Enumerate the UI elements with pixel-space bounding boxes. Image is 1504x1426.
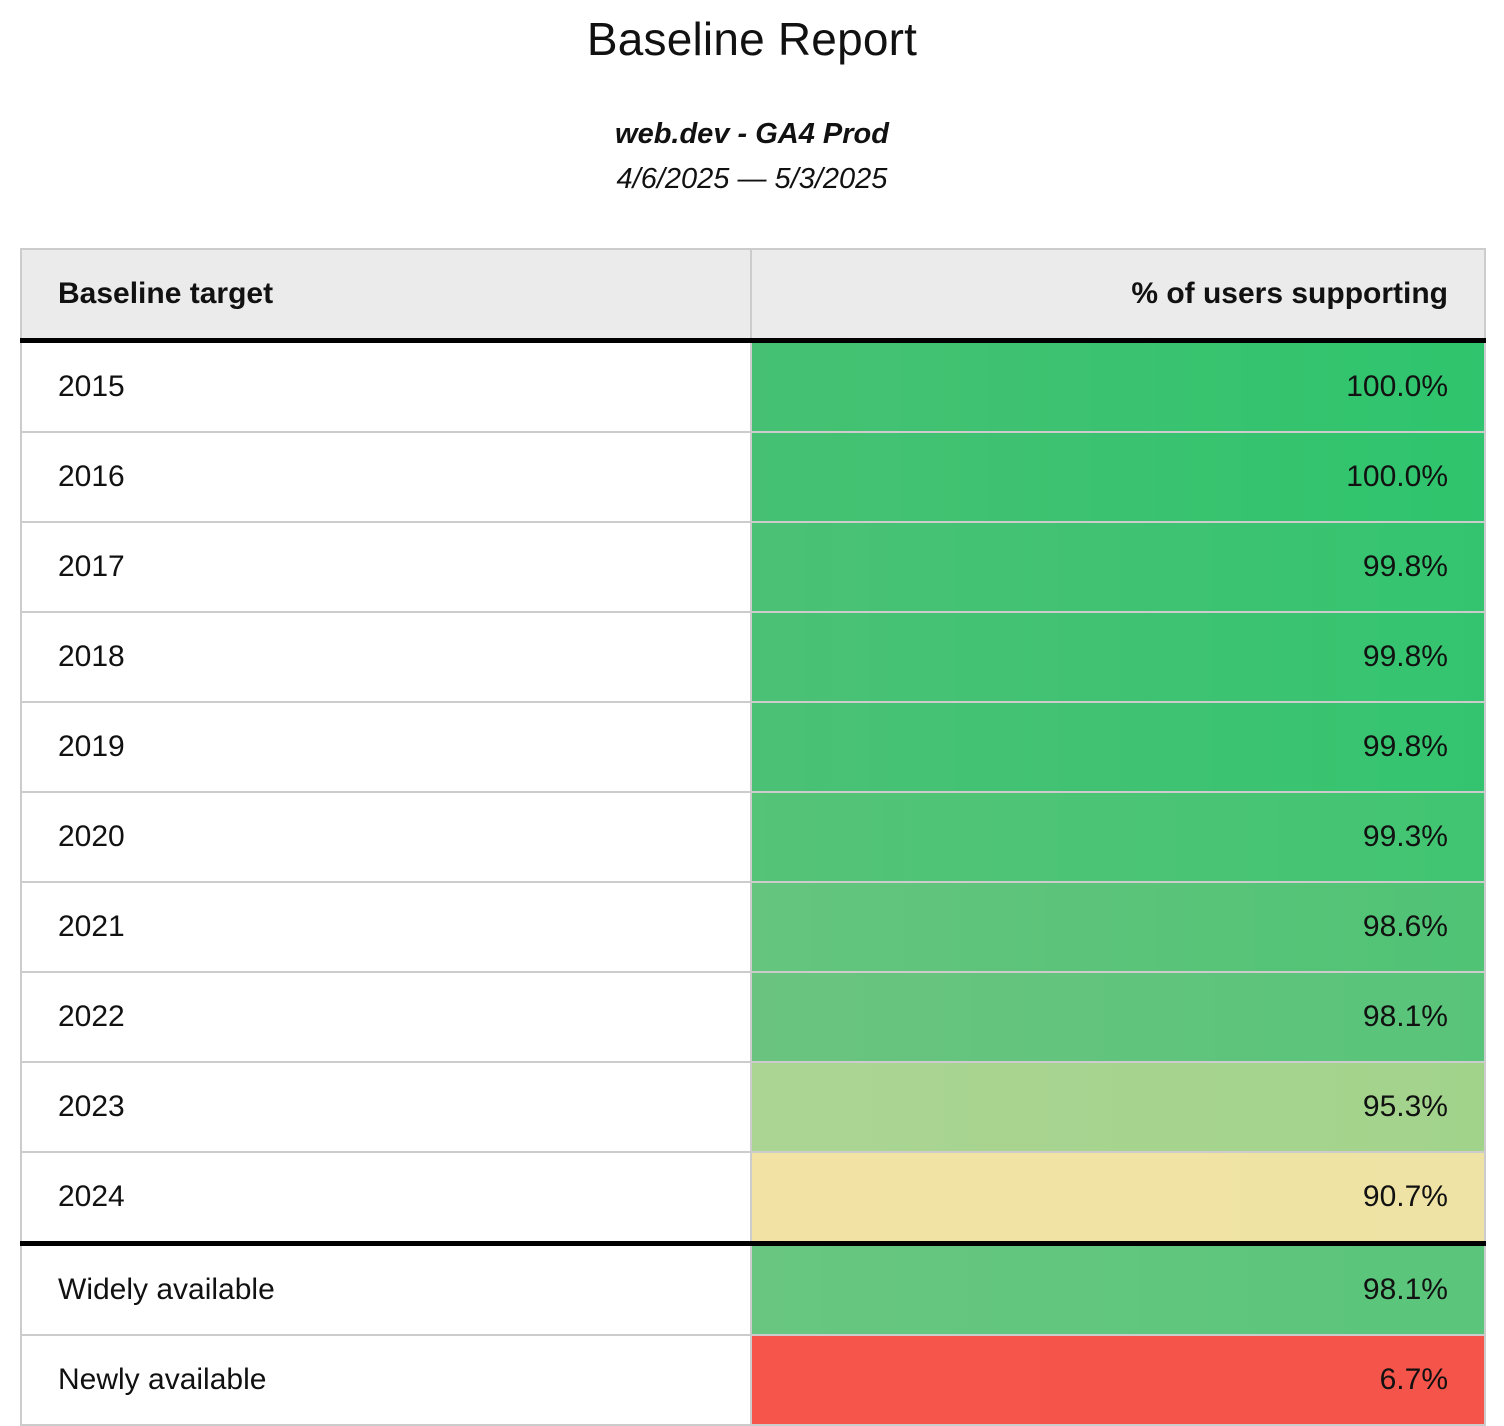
- table-row: 2022 98.1%: [20, 971, 1486, 1063]
- baseline-target-cell: 2019: [20, 701, 752, 793]
- baseline-target-cell: 2016: [20, 431, 752, 523]
- table-row: 2021 98.6%: [20, 881, 1486, 973]
- percent-supporting-cell: 6.7%: [750, 1334, 1486, 1426]
- percent-supporting-cell: 90.7%: [750, 1151, 1486, 1245]
- baseline-target-cell: 2024: [20, 1151, 752, 1245]
- percent-supporting-cell: 99.8%: [750, 701, 1486, 793]
- table-row: 2018 99.8%: [20, 611, 1486, 703]
- baseline-table: Baseline target % of users supporting 20…: [20, 248, 1486, 1426]
- percent-supporting-cell: 100.0%: [750, 339, 1486, 433]
- page-title: Baseline Report: [586, 13, 918, 65]
- baseline-target-cell: 2023: [20, 1061, 752, 1153]
- percent-supporting-cell: 98.1%: [750, 1241, 1486, 1336]
- baseline-target-cell: 2018: [20, 611, 752, 703]
- table-row: 2017 99.8%: [20, 521, 1486, 613]
- percent-supporting-cell: 98.6%: [750, 881, 1486, 973]
- percent-supporting-cell: 98.1%: [750, 971, 1486, 1063]
- table-row: 2019 99.8%: [20, 701, 1486, 793]
- percent-supporting-cell: 100.0%: [750, 431, 1486, 523]
- percent-supporting-cell: 95.3%: [750, 1061, 1486, 1153]
- table-row: 2024 90.7%: [20, 1151, 1486, 1245]
- percent-supporting-cell: 99.8%: [750, 521, 1486, 613]
- baseline-target-cell: 2015: [20, 339, 752, 433]
- table-row: 2016 100.0%: [20, 431, 1486, 523]
- table-body: 2015 100.0% 2016 100.0% 2017 99.8% 2018 99.8% 20…: [20, 339, 1486, 1426]
- baseline-target-cell: 2022: [20, 971, 752, 1063]
- baseline-target-cell: 2017: [20, 521, 752, 613]
- percent-supporting-cell: 99.8%: [750, 611, 1486, 703]
- report-date-range: 4/6/2025 — 5/3/2025: [616, 163, 888, 195]
- table-row: Newly available 6.7%: [20, 1334, 1486, 1426]
- baseline-target-cell: 2021: [20, 881, 752, 973]
- table-row: 2015 100.0%: [20, 339, 1486, 433]
- baseline-target-cell: Newly available: [20, 1334, 752, 1426]
- baseline-target-cell: 2020: [20, 791, 752, 883]
- table-row: 2020 99.3%: [20, 791, 1486, 883]
- column-header-baseline-target: Baseline target: [20, 248, 752, 343]
- table-row: Widely available 98.1%: [20, 1241, 1486, 1336]
- table-row: 2023 95.3%: [20, 1061, 1486, 1153]
- column-header-percent-supporting: % of users supporting: [750, 248, 1486, 343]
- percent-supporting-cell: 99.3%: [750, 791, 1486, 883]
- table-header: Baseline target % of users supporting: [20, 248, 1486, 343]
- report-header: Baseline Report web.dev - GA4 Prod 4/6/2…: [0, 0, 1504, 196]
- table-header-row: Baseline target % of users supporting: [20, 248, 1486, 343]
- baseline-target-cell: Widely available: [20, 1241, 752, 1336]
- report-subtitle: web.dev - GA4 Prod: [615, 118, 889, 150]
